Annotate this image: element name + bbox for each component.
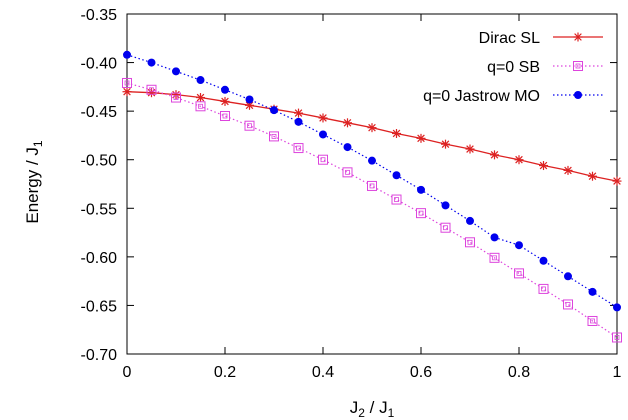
- data-point-circle: [417, 185, 425, 194]
- series-2: [123, 50, 621, 312]
- data-point-star: [171, 90, 181, 100]
- data-point-star: [196, 93, 205, 103]
- data-point-star: [573, 32, 583, 42]
- legend-entry: Dirac SL: [479, 30, 603, 47]
- y-tick-label: -0.55: [81, 201, 118, 218]
- x-tick-label: 0.6: [410, 364, 432, 381]
- data-point-circle: [196, 76, 205, 85]
- y-tick-label: -0.50: [81, 153, 118, 170]
- data-point-square: [514, 268, 524, 279]
- data-point-square: [489, 252, 500, 263]
- data-point-circle: [319, 130, 327, 139]
- y-tick-label: -0.35: [81, 7, 118, 24]
- data-point-circle: [466, 216, 474, 225]
- data-point-square: [465, 237, 475, 248]
- data-point-circle: [574, 91, 582, 99]
- data-point-star: [245, 100, 254, 110]
- legend-label: Dirac SL: [479, 30, 540, 47]
- x-tick-label: 0: [123, 364, 132, 381]
- legend-entry: q=0 SB: [487, 59, 603, 76]
- series-1: [122, 77, 622, 343]
- data-point-circle: [441, 201, 450, 210]
- data-point-square: [440, 222, 451, 233]
- x-tick-label: 0.8: [508, 364, 530, 381]
- data-point-circle: [613, 303, 621, 312]
- data-point-circle: [490, 233, 499, 242]
- data-point-square: [293, 143, 304, 154]
- data-point-square: [538, 283, 549, 294]
- data-point-square: [587, 315, 598, 326]
- data-point-circle: [270, 106, 278, 115]
- data-point-square: [612, 332, 622, 343]
- data-point-square: [391, 194, 402, 205]
- data-point-star: [294, 108, 303, 118]
- data-point-circle: [368, 156, 376, 165]
- data-point-star: [490, 150, 499, 160]
- x-tick-label: 0.2: [214, 364, 236, 381]
- data-point-star: [514, 155, 524, 165]
- x-tick-label: 0.4: [312, 364, 334, 381]
- data-point-circle: [294, 117, 303, 126]
- series-line: [126, 82, 618, 338]
- data-point-square: [318, 154, 328, 165]
- data-point-square: [171, 92, 181, 103]
- data-point-circle: [564, 272, 572, 281]
- data-point-star: [563, 165, 573, 175]
- data-point-square: [244, 120, 255, 131]
- data-point-star: [367, 123, 377, 133]
- data-point-star: [465, 144, 475, 154]
- x-axis-label: J2 / J1: [350, 398, 395, 420]
- data-point-star: [612, 176, 622, 186]
- legend-label: q=0 SB: [487, 59, 540, 76]
- data-point-star: [539, 161, 548, 171]
- data-point-square: [367, 180, 377, 191]
- data-point-circle: [245, 95, 254, 104]
- series-layer: [122, 50, 622, 343]
- data-point-circle: [172, 67, 180, 76]
- data-point-star: [416, 133, 426, 143]
- data-point-circle: [588, 287, 597, 296]
- data-point-circle: [515, 241, 523, 250]
- data-point-star: [122, 87, 132, 97]
- data-point-square: [416, 208, 426, 219]
- data-point-star: [588, 171, 597, 181]
- data-point-circle: [539, 256, 548, 265]
- legend-label: q=0 Jastrow MO: [423, 88, 540, 105]
- legend-entry: q=0 Jastrow MO: [423, 88, 603, 105]
- data-point-star: [441, 139, 450, 149]
- x-tick-label: 1: [613, 364, 622, 381]
- data-point-circle: [147, 58, 156, 67]
- data-point-circle: [123, 50, 131, 59]
- data-point-square: [122, 77, 132, 88]
- series-line: [126, 54, 618, 308]
- data-point-star: [318, 113, 328, 123]
- data-point-square: [342, 167, 353, 178]
- y-tick-label: -0.70: [81, 347, 118, 364]
- data-point-circle: [343, 143, 352, 152]
- series-0: [122, 87, 622, 186]
- data-point-star: [220, 96, 230, 106]
- data-point-square: [563, 299, 573, 310]
- data-point-square: [146, 84, 157, 95]
- y-tick-label: -0.65: [81, 298, 118, 315]
- y-tick-label: -0.60: [81, 250, 118, 267]
- axis-ticks: 0 0.2 0.4 0.6 0.8 1 -0.70 -0.65 -0.60 -0.55 -0.50 -…: [81, 7, 622, 381]
- data-point-star: [392, 128, 401, 138]
- data-point-square: [220, 111, 230, 121]
- data-point-star: [343, 118, 352, 128]
- data-point-square: [573, 61, 583, 71]
- y-tick-label: -0.40: [81, 56, 118, 73]
- data-point-square: [269, 131, 279, 142]
- y-axis-label: Energy / J1: [23, 140, 45, 224]
- data-point-square: [195, 101, 206, 112]
- legend: Dirac SL q=0 SB q=0 Jastrow MO: [423, 30, 603, 105]
- data-point-circle: [221, 85, 229, 94]
- y-tick-label: -0.45: [81, 104, 118, 121]
- data-point-circle: [392, 171, 401, 180]
